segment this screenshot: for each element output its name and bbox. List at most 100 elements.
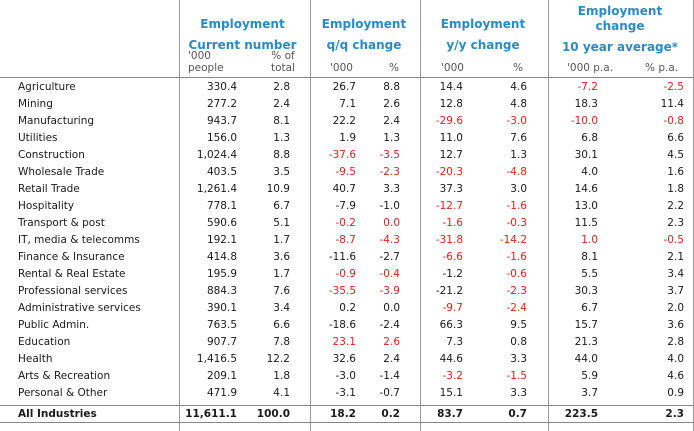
row-cell: 8.1 xyxy=(273,115,290,127)
table-row: Public Admin. 763.5 6.6 -18.6 -2.4 66.3 9.5 15.… xyxy=(0,317,694,334)
table-row: Arts & Recreation 209.1 1.8 -3.0 -1.4 -3.2 -1.… xyxy=(0,368,694,385)
row-label: Retail Trade xyxy=(18,183,80,195)
row-cell: 11.4 xyxy=(660,98,684,110)
header-line: Employment xyxy=(577,4,663,18)
row-cell: 2.2 xyxy=(667,200,684,212)
header-current-number: Employment Current number xyxy=(180,14,305,56)
row-cell: -0.4 xyxy=(379,268,401,280)
row-cell: 83.7 xyxy=(437,408,463,420)
row-cell: -1.6 xyxy=(506,200,528,212)
table-row: Health 1,416.5 12.2 32.6 2.4 44.6 3.3 44.0 4.0 xyxy=(0,351,694,368)
row-cell: 12.8 xyxy=(439,98,463,110)
header-line: 10 year average* xyxy=(561,40,679,54)
row-cell: -0.2 xyxy=(335,217,357,229)
row-cell: 884.3 xyxy=(206,285,237,297)
row-cell: 4.8 xyxy=(510,98,527,110)
row-cell: -4.3 xyxy=(379,234,401,246)
row-cell: 0.8 xyxy=(510,336,527,348)
table-row: Finance & Insurance 414.8 3.6 -11.6 -2.7 -6.6… xyxy=(0,249,694,266)
row-cell: 18.3 xyxy=(574,98,598,110)
row-cell: 471.9 xyxy=(206,387,237,399)
row-cell: -1.6 xyxy=(442,217,464,229)
row-cell: 3.3 xyxy=(510,387,527,399)
row-cell: 1,261.4 xyxy=(196,183,237,195)
row-cell: 4.5 xyxy=(667,149,684,161)
table-row: Transport & post 590.6 5.1 -0.2 0.0 -1.6 -0.3 1… xyxy=(0,215,694,232)
row-cell: -37.6 xyxy=(328,149,356,161)
row-cell: 1.6 xyxy=(667,166,684,178)
header-rule xyxy=(0,77,694,78)
row-cell: 22.2 xyxy=(332,115,356,127)
row-label: Agriculture xyxy=(18,81,76,93)
row-cell: 209.1 xyxy=(206,370,237,382)
row-cell: 6.7 xyxy=(273,200,290,212)
row-cell: 21.3 xyxy=(574,336,598,348)
row-cell: 14.6 xyxy=(574,183,598,195)
row-cell: -2.4 xyxy=(506,302,528,314)
row-cell: 1.9 xyxy=(339,132,356,144)
row-cell: 5.9 xyxy=(581,370,598,382)
row-cell: 2.6 xyxy=(383,98,400,110)
table-row: Manufacturing 943.7 8.1 22.2 2.4 -29.6 -3.0 -10… xyxy=(0,113,694,130)
row-cell: 5.1 xyxy=(273,217,290,229)
subheader-000-people: '000 people xyxy=(188,50,224,74)
row-cell: 277.2 xyxy=(206,98,237,110)
row-cell: -9.7 xyxy=(442,302,464,314)
total-rule xyxy=(0,405,694,406)
row-label: Finance & Insurance xyxy=(18,251,125,263)
row-cell: 66.3 xyxy=(439,319,463,331)
header-yy-change: Employment y/y change xyxy=(423,14,543,56)
row-cell: 3.6 xyxy=(667,319,684,331)
row-cell: -20.3 xyxy=(435,166,463,178)
row-cell: 4.6 xyxy=(667,370,684,382)
subheader-line: % xyxy=(513,62,523,74)
row-label: Construction xyxy=(18,149,85,161)
row-label: Health xyxy=(18,353,53,365)
row-cell: 40.7 xyxy=(332,183,356,195)
table-row: Professional services 884.3 7.6 -35.5 -3.9 -2… xyxy=(0,283,694,300)
row-cell: -3.2 xyxy=(442,370,464,382)
row-cell: 0.9 xyxy=(667,387,684,399)
row-cell: -0.9 xyxy=(335,268,357,280)
row-cell: 0.2 xyxy=(381,408,400,420)
row-label: Administrative services xyxy=(18,302,141,314)
row-cell: 7.6 xyxy=(273,285,290,297)
row-cell: -3.1 xyxy=(335,387,357,399)
table-row: Hospitality 778.1 6.7 -7.9 -1.0 -12.7 -1.6 13.0… xyxy=(0,198,694,215)
table-row: Education 907.7 7.8 23.1 2.6 7.3 0.8 21.3 2.8 xyxy=(0,334,694,351)
row-cell: -1.6 xyxy=(506,251,528,263)
row-cell: -2.7 xyxy=(379,251,401,263)
subheader-line: people xyxy=(188,62,224,74)
row-cell: 1.3 xyxy=(510,149,527,161)
table-row: Construction 1,024.4 8.8 -37.6 -3.5 12.7 1.3 30… xyxy=(0,147,694,164)
row-cell: 3.3 xyxy=(383,183,400,195)
row-label: Utilities xyxy=(18,132,58,144)
row-label: Hospitality xyxy=(18,200,75,212)
row-cell: 7.6 xyxy=(510,132,527,144)
row-cell: 192.1 xyxy=(206,234,237,246)
row-cell: 195.9 xyxy=(206,268,237,280)
row-cell: -0.6 xyxy=(506,268,528,280)
row-cell: 414.8 xyxy=(206,251,237,263)
row-cell: 2.6 xyxy=(383,336,400,348)
row-cell: 3.7 xyxy=(667,285,684,297)
column-divider xyxy=(548,0,549,431)
header-line: Employment xyxy=(440,17,526,31)
row-label: Wholesale Trade xyxy=(18,166,105,178)
row-cell: -3.5 xyxy=(379,149,401,161)
row-cell: 9.5 xyxy=(510,319,527,331)
table-row: Rental & Real Estate 195.9 1.7 -0.9 -0.4 -1.2… xyxy=(0,266,694,283)
subheader-line: total xyxy=(270,62,295,74)
header-line: Employment xyxy=(200,17,285,31)
row-cell: 1,024.4 xyxy=(196,149,237,161)
table-row: Mining 277.2 2.4 7.1 2.6 12.8 4.8 18.3 11.4 xyxy=(0,96,694,113)
row-cell: 44.6 xyxy=(439,353,463,365)
row-cell: 907.7 xyxy=(206,336,237,348)
row-cell: -6.6 xyxy=(442,251,464,263)
row-cell: 30.3 xyxy=(574,285,598,297)
row-label: Education xyxy=(18,336,71,348)
row-cell: 11.5 xyxy=(574,217,598,229)
row-cell: -10.0 xyxy=(570,115,598,127)
row-label: Professional services xyxy=(18,285,128,297)
